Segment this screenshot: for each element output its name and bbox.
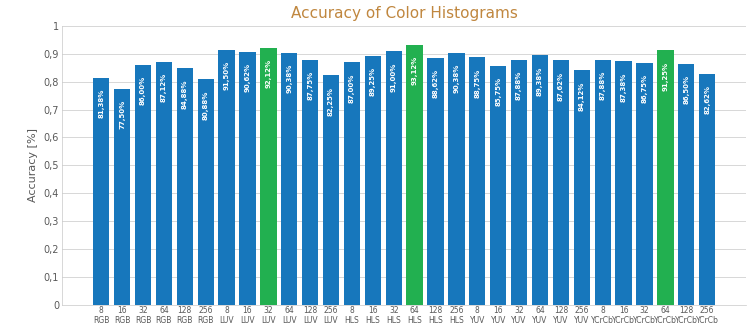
Text: 91,00%: 91,00% [391,62,397,91]
Bar [281,53,298,305]
Bar [260,48,277,305]
Bar [615,61,632,305]
Bar [574,70,590,305]
Bar [678,64,694,305]
Text: 93,12%: 93,12% [411,56,417,85]
Text: 77,50%: 77,50% [119,100,125,129]
Bar [156,62,172,305]
Text: 87,38%: 87,38% [620,72,626,102]
Bar [114,89,130,305]
Text: 82,25%: 82,25% [328,86,334,116]
Text: 87,88%: 87,88% [516,71,522,100]
Text: 85,75%: 85,75% [496,77,502,106]
Text: 84,12%: 84,12% [579,81,585,111]
Text: 89,25%: 89,25% [370,67,376,96]
Bar [427,58,444,305]
Text: 86,75%: 86,75% [641,74,647,103]
Bar [302,60,318,305]
Text: 89,38%: 89,38% [537,67,543,96]
Bar [511,60,527,305]
Bar [344,62,360,305]
Text: 91,25%: 91,25% [663,62,669,91]
Text: 84,88%: 84,88% [182,79,188,109]
Text: 87,88%: 87,88% [599,71,605,100]
Bar [699,74,715,305]
Text: 90,38%: 90,38% [453,64,459,93]
Y-axis label: Accuracy [%]: Accuracy [%] [28,128,38,202]
Text: 81,38%: 81,38% [99,89,105,118]
Bar [532,56,548,305]
Text: 90,62%: 90,62% [244,63,250,92]
Text: 82,62%: 82,62% [704,85,710,115]
Bar [595,60,611,305]
Text: 88,75%: 88,75% [475,69,481,98]
Bar [93,78,109,305]
Bar [407,45,423,305]
Text: 86,50%: 86,50% [684,75,690,104]
Bar [469,57,486,305]
Bar [177,68,193,305]
Title: Accuracy of Color Histograms: Accuracy of Color Histograms [291,6,517,21]
Text: 87,75%: 87,75% [307,71,313,100]
Text: 87,62%: 87,62% [558,71,564,101]
Text: 87,12%: 87,12% [161,73,167,102]
Text: 88,62%: 88,62% [432,69,438,98]
Bar [135,65,151,305]
Text: 80,88%: 80,88% [203,90,209,120]
Text: 92,12%: 92,12% [265,59,271,88]
Bar [636,63,653,305]
Text: 86,00%: 86,00% [140,76,146,105]
Text: 90,38%: 90,38% [287,64,293,93]
Bar [386,51,402,305]
Bar [365,56,381,305]
Text: 87,00%: 87,00% [349,73,355,103]
Bar [490,66,506,305]
Bar [239,52,256,305]
Text: 91,50%: 91,50% [223,61,229,90]
Bar [323,75,339,305]
Bar [657,50,674,305]
Bar [198,79,214,305]
Bar [218,50,235,305]
Bar [553,60,569,305]
Bar [448,53,465,305]
